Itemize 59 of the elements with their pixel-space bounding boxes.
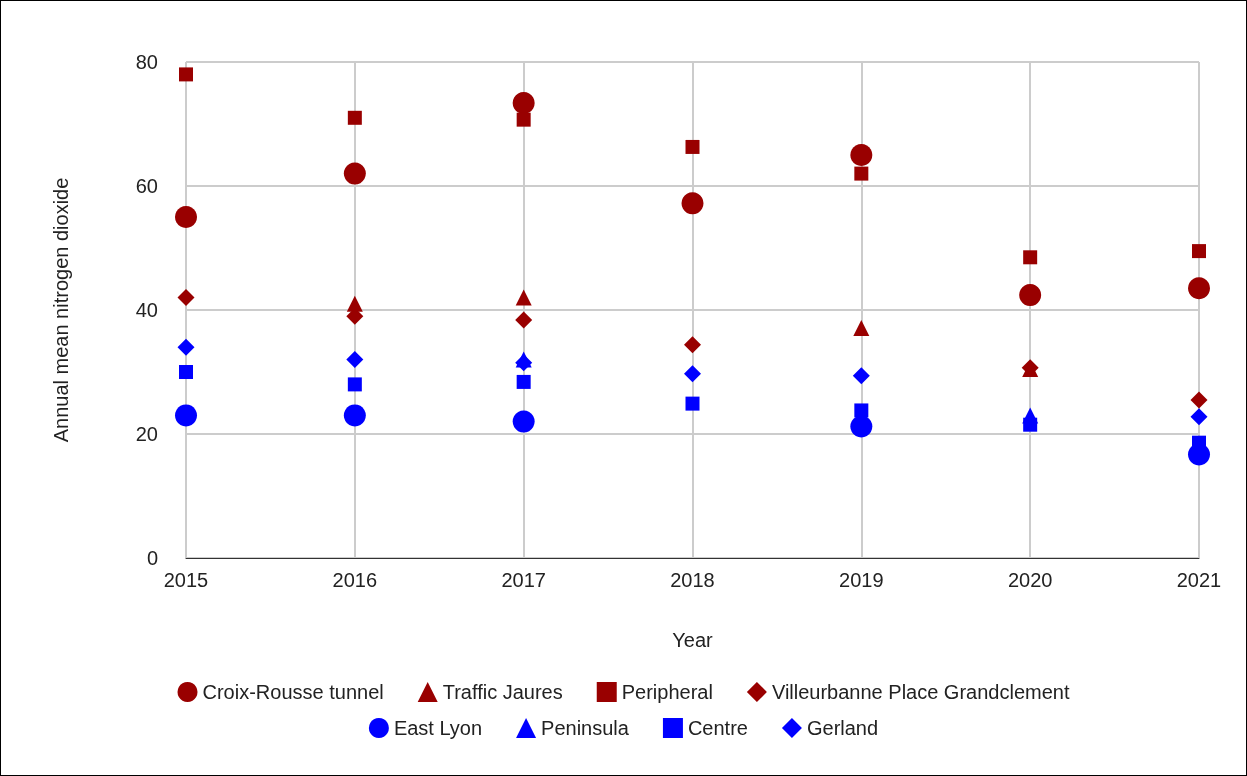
point: [1188, 277, 1210, 300]
point: [854, 403, 869, 418]
legend-label: Gerland: [806, 717, 879, 739]
x-axis-title: Year: [672, 629, 714, 651]
y-axis-title: Annual mean nitrogen dioxide: [50, 177, 72, 443]
point: [684, 336, 701, 354]
legend-label: Villeurbanne Place Grandclement: [771, 681, 1070, 703]
point: [515, 351, 532, 368]
point: [853, 319, 870, 336]
point: [1190, 391, 1208, 409]
point: [346, 295, 363, 312]
point: [515, 311, 533, 329]
x-tick-label: 2016: [332, 569, 378, 591]
point: [681, 192, 704, 215]
x-tick-label: 2021: [1176, 569, 1222, 591]
y-tick-label: 40: [135, 299, 158, 321]
point: [343, 404, 366, 427]
point: [1019, 284, 1042, 307]
point: [515, 289, 532, 306]
y-tick-label: 80: [135, 51, 158, 73]
legend-label: Croix-Rousse tunnel: [202, 681, 384, 703]
legend-label: Peninsula: [541, 717, 630, 739]
point: [347, 377, 362, 392]
point: [177, 338, 195, 356]
point: [516, 112, 531, 127]
point: [850, 144, 873, 166]
point: [175, 206, 197, 228]
point: [343, 162, 366, 185]
point: [1023, 250, 1038, 265]
x-tick-label: 2020: [1007, 569, 1053, 591]
legend-label: East Lyon: [393, 717, 483, 739]
point: [175, 404, 197, 427]
legend-label: Traffic Jaures: [442, 681, 563, 703]
legend-label: Peripheral: [621, 681, 713, 703]
point: [850, 415, 873, 438]
point: [516, 374, 531, 389]
point: [1022, 407, 1039, 424]
point: [347, 110, 362, 125]
point: [512, 410, 535, 433]
point: [179, 67, 193, 82]
x-tick-label: 2015: [163, 569, 209, 591]
point: [346, 351, 364, 369]
x-tick-label: 2018: [670, 569, 715, 591]
point: [177, 289, 195, 307]
point: [685, 139, 700, 154]
y-tick-label: 60: [135, 175, 158, 197]
point: [685, 396, 700, 411]
point: [179, 365, 193, 379]
point: [852, 367, 870, 385]
y-tick-label: 20: [135, 423, 158, 445]
point: [854, 166, 869, 181]
point: [1192, 244, 1206, 259]
point: [1190, 408, 1208, 426]
x-tick-label: 2017: [501, 569, 546, 591]
point: [684, 365, 701, 383]
y-tick-label: 0: [146, 547, 158, 569]
point: [512, 91, 535, 114]
legend-label: Centre: [687, 717, 748, 739]
x-tick-label: 2019: [839, 569, 884, 591]
